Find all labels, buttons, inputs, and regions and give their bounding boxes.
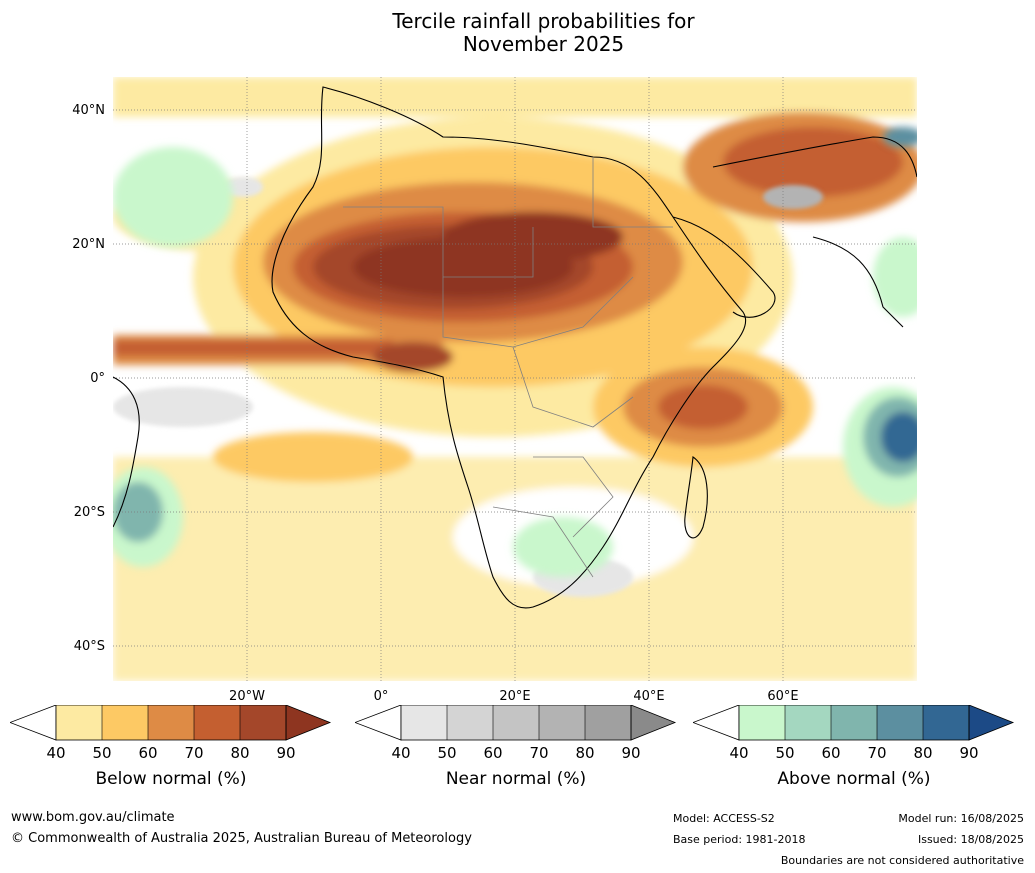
near-tick-70: 70 <box>529 744 549 762</box>
above-normal-colorbar <box>693 705 1015 741</box>
below-tick-40: 40 <box>46 744 66 762</box>
near-swatch-50-60 <box>447 705 493 740</box>
near-swatch-40-50 <box>401 705 447 740</box>
below-tick-70: 70 <box>184 744 204 762</box>
lat-label-0: 0° <box>90 371 105 386</box>
below-tick-90: 90 <box>276 744 296 762</box>
above-tick-40: 40 <box>729 744 749 762</box>
model-run-date: Model run: 16/08/2025 <box>898 812 1024 825</box>
above-tick-60: 60 <box>821 744 841 762</box>
title-line-1: Tercile rainfall probabilities for <box>392 9 695 33</box>
below-swatch-80-90 <box>240 705 286 740</box>
near-tick-80: 80 <box>575 744 595 762</box>
lat-label-20n: 20°N <box>72 237 105 252</box>
above-tick-90: 90 <box>959 744 979 762</box>
below-swatch-50-60 <box>102 705 148 740</box>
near-swatch-60-70 <box>493 705 539 740</box>
coastlines <box>113 86 917 609</box>
map-canvas <box>113 77 917 681</box>
boundary-disclaimer: Boundaries are not considered authoritat… <box>780 854 1024 867</box>
below-swatch-gt90 <box>285 705 332 741</box>
below-swatch-70-80 <box>194 705 240 740</box>
below-normal-colorbar <box>10 705 332 741</box>
above-swatch-gt90 <box>968 705 1015 741</box>
lat-label-40n: 40°N <box>72 103 105 118</box>
above-tick-80: 80 <box>913 744 933 762</box>
country-boundaries <box>343 157 673 578</box>
near-tick-60: 60 <box>483 744 503 762</box>
lon-label-20e: 20°E <box>499 689 531 704</box>
above-swatch-50-60 <box>785 705 831 740</box>
below-tick-50: 50 <box>92 744 112 762</box>
model-name: Model: ACCESS-S2 <box>673 812 775 825</box>
near-tick-50: 50 <box>437 744 457 762</box>
below-swatch-40-50 <box>56 705 102 740</box>
near-swatch-lt40 <box>355 705 402 741</box>
above-swatch-40-50 <box>739 705 785 740</box>
issued-date: Issued: 18/08/2025 <box>917 833 1024 846</box>
title-line-2: November 2025 <box>462 32 625 56</box>
base-period: Base period: 1981-2018 <box>673 833 806 846</box>
lon-label-40e: 40°E <box>633 689 665 704</box>
map-title: Tercile rainfall probabilities for Novem… <box>0 10 1035 56</box>
copyright-text: © Commonwealth of Australia 2025, Austra… <box>11 831 472 846</box>
lon-label-20w: 20°W <box>229 689 265 704</box>
below-tick-80: 80 <box>230 744 250 762</box>
near-normal-field <box>113 177 823 597</box>
lat-label-40s: 40°S <box>73 639 105 654</box>
lat-label-20s: 20°S <box>73 505 105 520</box>
below-normal-label: Below normal (%) <box>95 769 247 789</box>
above-normal-label: Above normal (%) <box>777 769 931 789</box>
below-tick-60: 60 <box>138 744 158 762</box>
gridlines <box>113 77 917 681</box>
lon-label-0: 0° <box>373 689 389 704</box>
near-tick-90: 90 <box>621 744 641 762</box>
above-swatch-lt40 <box>693 705 740 741</box>
above-swatch-60-70 <box>831 705 877 740</box>
below-swatch-60-70 <box>148 705 194 740</box>
website-link[interactable]: www.bom.gov.au/climate <box>11 810 175 825</box>
near-swatch-80-90 <box>585 705 631 740</box>
above-swatch-80-90 <box>923 705 969 740</box>
near-normal-colorbar <box>355 705 677 741</box>
probability-map <box>113 77 917 681</box>
above-tick-70: 70 <box>867 744 887 762</box>
near-swatch-70-80 <box>539 705 585 740</box>
lon-label-60e: 60°E <box>767 689 799 704</box>
near-swatch-gt90 <box>630 705 677 741</box>
near-normal-label: Near normal (%) <box>445 769 587 789</box>
above-tick-50: 50 <box>775 744 795 762</box>
below-swatch-lt40 <box>10 705 57 741</box>
above-swatch-70-80 <box>877 705 923 740</box>
near-tick-40: 40 <box>391 744 411 762</box>
